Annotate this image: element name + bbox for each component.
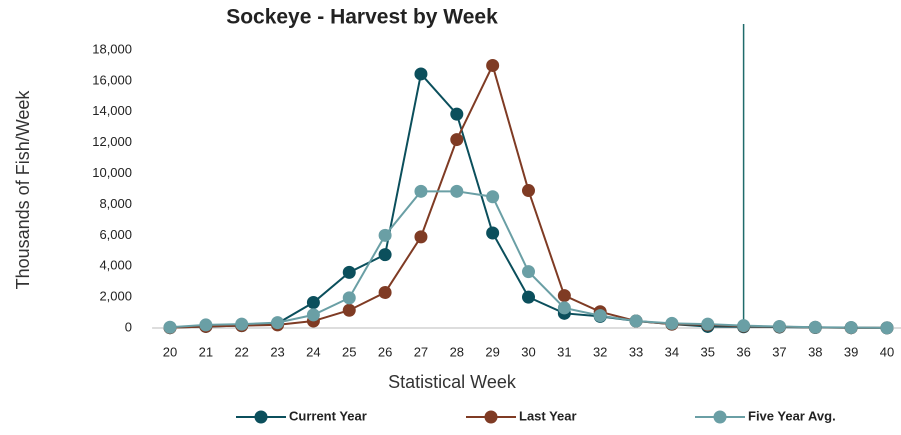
point <box>306 296 320 310</box>
y-tick-label: 10,000 <box>92 165 132 180</box>
point <box>665 316 679 330</box>
point <box>844 321 858 335</box>
x-tick-label: 27 <box>414 344 428 359</box>
x-tick-label: 35 <box>701 344 715 359</box>
point <box>522 265 535 279</box>
y-tick-label: 18,000 <box>92 41 132 56</box>
legend-label: Current Year <box>289 408 367 423</box>
chart-title: Sockeye - Harvest by Week <box>226 6 498 29</box>
x-tick-label: 34 <box>665 344 679 359</box>
x-tick-label: 33 <box>629 344 643 359</box>
legend-label: Five Year Avg. <box>748 408 836 423</box>
legend-marker <box>484 410 498 424</box>
point <box>271 316 285 330</box>
point <box>342 265 356 279</box>
point <box>557 289 571 303</box>
point <box>414 67 428 81</box>
y-tick-label: 4,000 <box>99 258 132 273</box>
x-tick-label: 40 <box>880 344 894 359</box>
x-tick-label: 31 <box>557 344 571 359</box>
legend-label: Last Year <box>519 408 577 423</box>
point <box>235 317 249 331</box>
point <box>486 190 500 204</box>
y-tick-label: 0 <box>125 319 132 334</box>
x-tick-label: 24 <box>306 344 320 359</box>
x-tick-label: 22 <box>234 344 248 359</box>
point <box>450 184 464 198</box>
legend-marker <box>713 410 727 424</box>
x-tick-label: 20 <box>163 344 177 359</box>
point <box>342 303 356 317</box>
x-tick-label: 37 <box>772 344 786 359</box>
x-axis-title: Statistical Week <box>388 372 517 392</box>
point <box>880 321 894 335</box>
point <box>414 230 428 244</box>
x-tick-label: 30 <box>521 344 535 359</box>
point <box>522 184 535 198</box>
y-tick-label: 8,000 <box>99 196 132 211</box>
x-tick-label: 23 <box>270 344 284 359</box>
y-tick-label: 14,000 <box>92 103 132 118</box>
x-tick-label: 38 <box>808 344 822 359</box>
point <box>629 314 643 328</box>
point <box>342 291 356 305</box>
point <box>450 107 464 121</box>
x-tick-label: 26 <box>378 344 392 359</box>
point <box>522 290 535 304</box>
y-tick-label: 16,000 <box>92 72 132 87</box>
point <box>557 301 571 315</box>
point <box>486 226 500 240</box>
series-line <box>169 71 888 329</box>
series-line <box>169 190 888 329</box>
x-tick-label: 21 <box>199 344 213 359</box>
point <box>737 319 751 333</box>
point <box>450 133 464 147</box>
x-tick-label: 32 <box>593 344 607 359</box>
legend-marker <box>254 410 268 424</box>
x-tick-label: 39 <box>844 344 858 359</box>
point <box>378 285 392 299</box>
y-tick-label: 6,000 <box>99 227 132 242</box>
point <box>486 58 500 72</box>
point <box>808 320 822 334</box>
point <box>163 320 177 334</box>
x-tick-label: 28 <box>450 344 464 359</box>
point <box>306 308 320 322</box>
point <box>378 228 392 242</box>
point <box>414 184 428 198</box>
y-axis-title: Thousands of Fish/Week <box>13 90 33 290</box>
x-tick-label: 29 <box>485 344 499 359</box>
x-tick-label: 25 <box>342 344 356 359</box>
point <box>593 309 607 323</box>
x-tick-label: 36 <box>736 344 750 359</box>
point <box>378 248 392 262</box>
point <box>701 317 715 331</box>
y-tick-label: 2,000 <box>99 289 132 304</box>
y-tick-label: 12,000 <box>92 134 132 149</box>
point <box>199 318 213 332</box>
point <box>772 319 786 333</box>
